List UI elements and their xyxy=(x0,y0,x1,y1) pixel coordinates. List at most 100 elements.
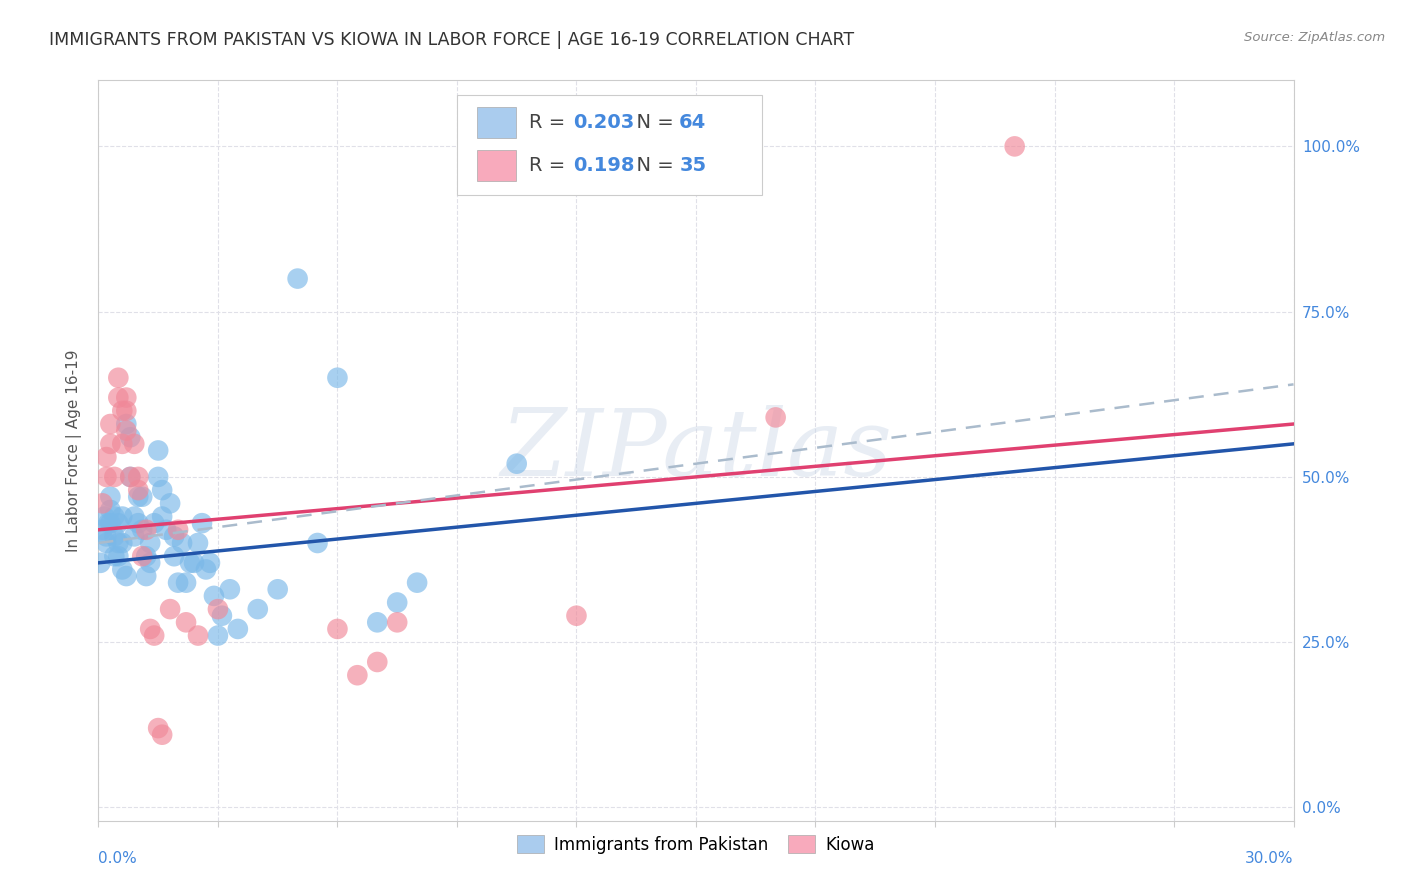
Point xyxy=(187,629,209,643)
Point xyxy=(127,516,149,531)
Point xyxy=(111,437,134,451)
Point xyxy=(131,549,153,564)
Point xyxy=(267,582,290,597)
Point xyxy=(107,549,129,564)
Point xyxy=(246,602,269,616)
Point xyxy=(127,490,149,504)
Point xyxy=(96,536,118,550)
Point xyxy=(115,404,138,418)
Point xyxy=(96,529,118,543)
Point xyxy=(211,608,233,623)
Point xyxy=(159,602,181,616)
Point xyxy=(98,490,122,504)
Point xyxy=(174,615,197,630)
Point xyxy=(107,536,129,550)
Point xyxy=(127,483,149,497)
Point xyxy=(93,509,115,524)
Y-axis label: In Labor Force | Age 16-19: In Labor Force | Age 16-19 xyxy=(66,349,83,552)
Point xyxy=(107,391,129,405)
Point xyxy=(89,556,111,570)
Point xyxy=(91,496,114,510)
Point xyxy=(179,556,201,570)
Point xyxy=(127,470,149,484)
Point xyxy=(143,516,166,531)
Point xyxy=(148,721,170,735)
Point xyxy=(183,556,205,570)
Text: ZIPatlas: ZIPatlas xyxy=(501,406,891,495)
Point xyxy=(124,509,146,524)
Point xyxy=(346,668,368,682)
Text: N =: N = xyxy=(624,113,681,132)
Point xyxy=(98,516,122,531)
Point xyxy=(1004,139,1026,153)
Text: 30.0%: 30.0% xyxy=(1246,851,1294,866)
Point xyxy=(115,569,138,583)
Point xyxy=(139,556,162,570)
Point xyxy=(385,595,409,609)
Text: N =: N = xyxy=(624,156,681,175)
Point xyxy=(143,629,166,643)
Text: Source: ZipAtlas.com: Source: ZipAtlas.com xyxy=(1244,31,1385,45)
Point xyxy=(96,450,118,464)
Point xyxy=(131,523,153,537)
Point xyxy=(135,569,157,583)
Point xyxy=(198,556,221,570)
Point xyxy=(307,536,329,550)
Point xyxy=(366,615,388,630)
Text: R =: R = xyxy=(529,156,571,175)
Point xyxy=(219,582,242,597)
Point xyxy=(202,589,225,603)
Point xyxy=(207,629,229,643)
Point xyxy=(148,443,170,458)
Point xyxy=(191,516,214,531)
Point xyxy=(187,536,209,550)
Point xyxy=(135,549,157,564)
Point xyxy=(111,404,134,418)
Point xyxy=(366,655,388,669)
Text: 35: 35 xyxy=(679,156,706,175)
Point xyxy=(107,370,129,384)
Point xyxy=(174,575,197,590)
Point xyxy=(107,516,129,531)
Point xyxy=(163,549,186,564)
Point xyxy=(150,483,173,497)
Point xyxy=(226,622,249,636)
Point xyxy=(207,602,229,616)
Point xyxy=(97,516,120,531)
Point xyxy=(111,562,134,576)
Text: R =: R = xyxy=(529,113,571,132)
Point xyxy=(167,523,190,537)
Point xyxy=(506,457,529,471)
Point xyxy=(150,728,173,742)
Point xyxy=(103,470,125,484)
Point xyxy=(103,529,125,543)
FancyBboxPatch shape xyxy=(457,95,762,195)
Text: 0.203: 0.203 xyxy=(572,113,634,132)
Point xyxy=(120,470,142,484)
Point xyxy=(167,575,190,590)
Point xyxy=(135,523,157,537)
Point xyxy=(406,575,429,590)
Point xyxy=(385,615,409,630)
Point xyxy=(120,430,142,444)
Point xyxy=(326,622,349,636)
Point xyxy=(103,549,125,564)
Point xyxy=(195,562,218,576)
Point xyxy=(115,424,138,438)
Point xyxy=(565,608,588,623)
Point xyxy=(159,496,181,510)
Point xyxy=(150,509,173,524)
Point xyxy=(326,370,349,384)
Point xyxy=(111,536,134,550)
Bar xyxy=(477,107,516,138)
Text: 0.198: 0.198 xyxy=(572,156,634,175)
Point xyxy=(287,271,309,285)
Point xyxy=(98,437,122,451)
Point xyxy=(98,503,122,517)
Bar xyxy=(477,150,516,181)
Point xyxy=(172,536,194,550)
Point xyxy=(91,523,114,537)
Point xyxy=(120,470,142,484)
Point xyxy=(131,490,153,504)
Point xyxy=(96,470,118,484)
